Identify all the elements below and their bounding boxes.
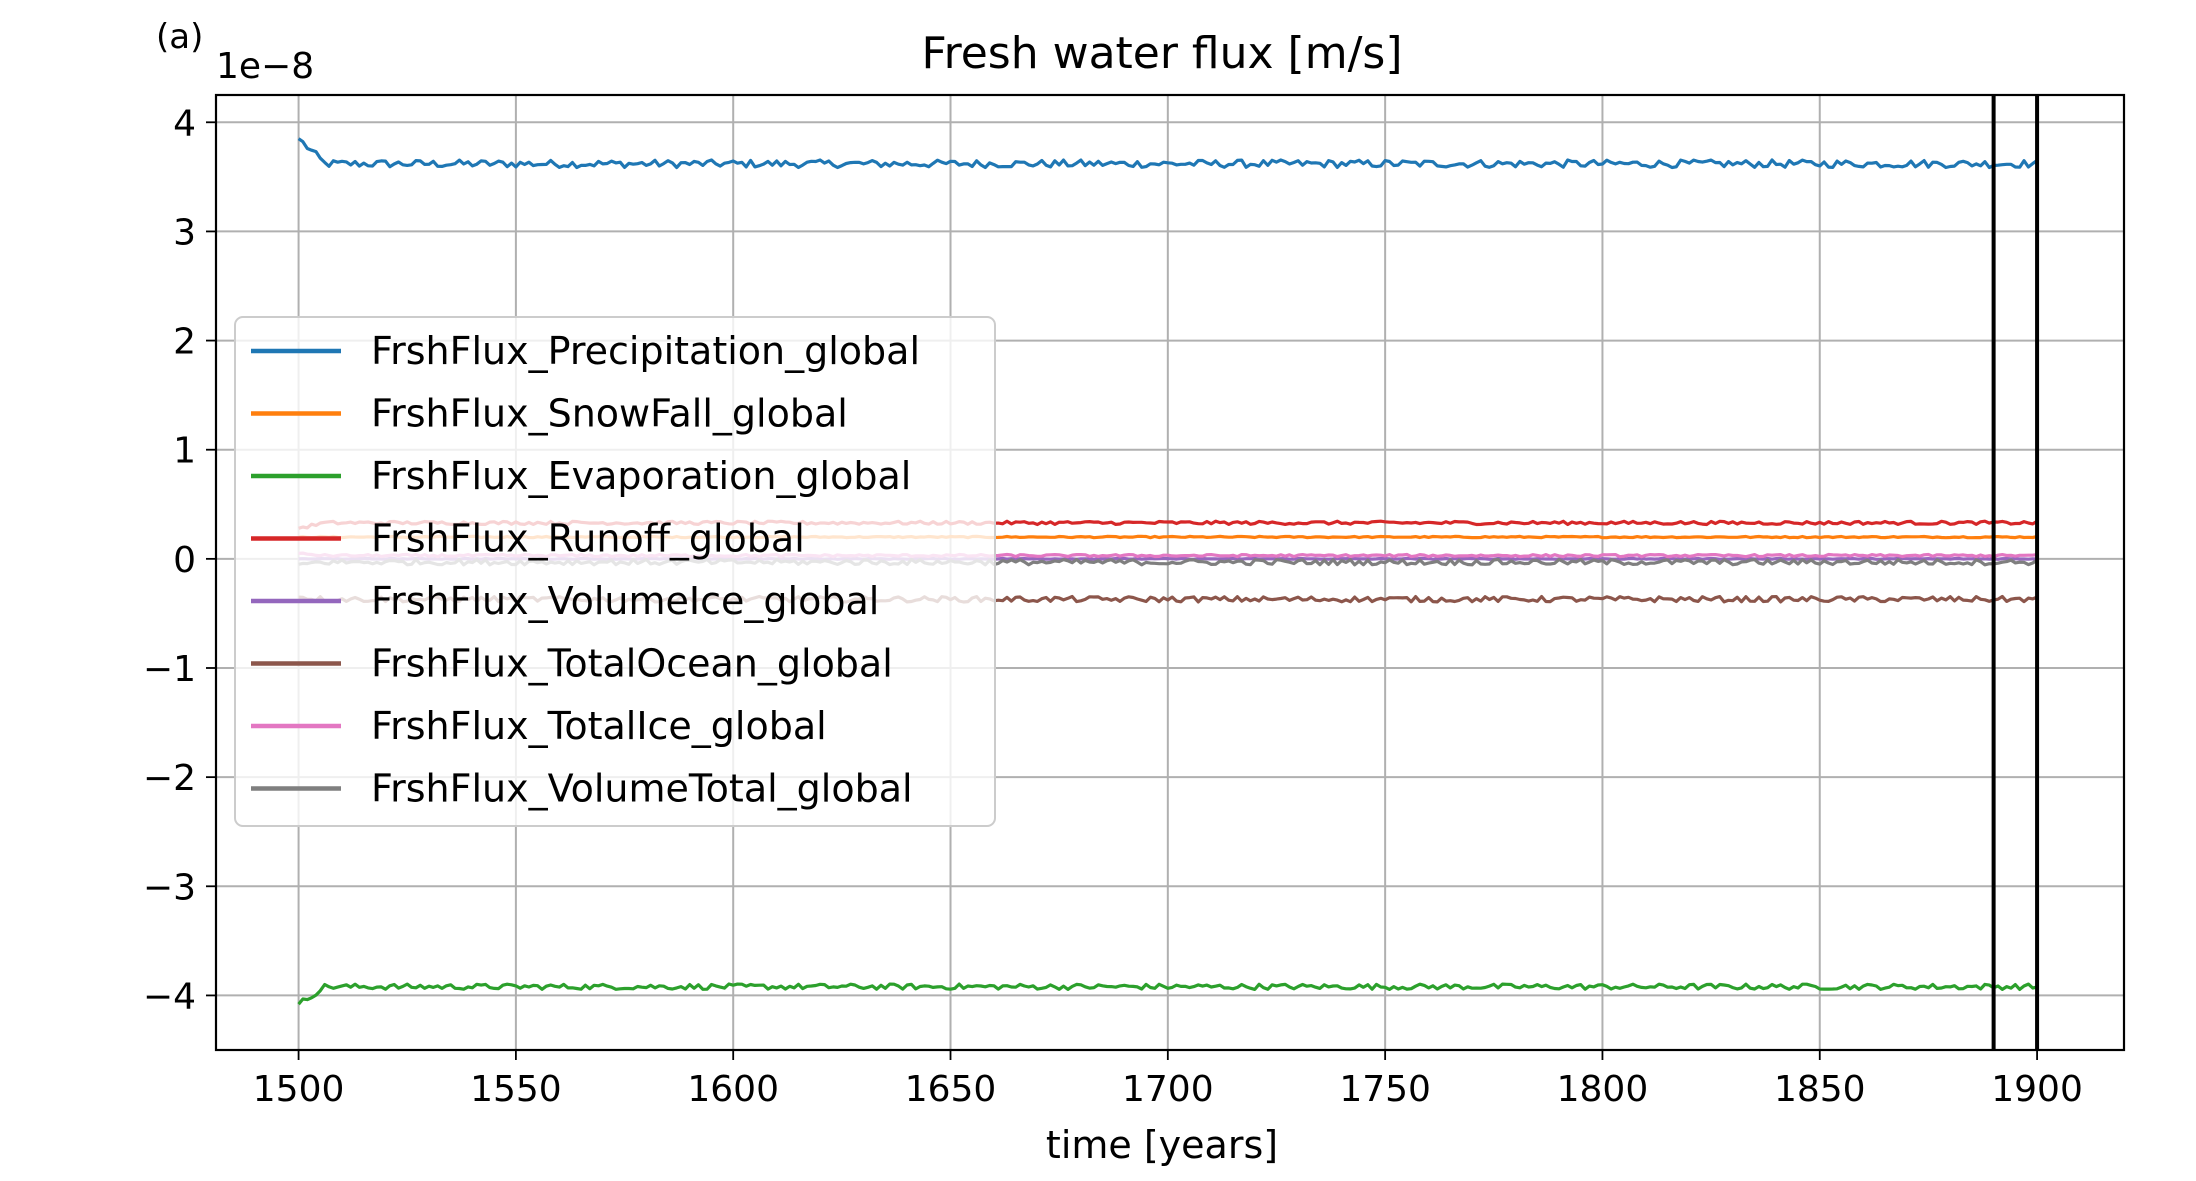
y-tick-label: −2 xyxy=(143,758,196,799)
legend-label: FrshFlux_VolumeTotal_global xyxy=(371,767,913,811)
x-tick-label: 1750 xyxy=(1339,1069,1431,1110)
y-tick-label: 1 xyxy=(173,431,196,472)
plot-frame xyxy=(214,93,2126,1052)
x-tick-label: 1850 xyxy=(1774,1069,1866,1110)
legend-label: FrshFlux_Precipitation_global xyxy=(371,329,920,373)
y-tick-label: −3 xyxy=(143,867,196,908)
y-tick-label: −1 xyxy=(143,649,196,690)
x-tick-label: 1550 xyxy=(470,1069,562,1110)
series-line-FrshFlux_Precipitation_global xyxy=(297,137,2039,170)
y-offset-label: 1e−8 xyxy=(216,46,314,87)
legend-label: FrshFlux_TotalIce_global xyxy=(371,704,827,748)
x-tick-label: 1500 xyxy=(253,1069,345,1110)
legend-label: FrshFlux_TotalOcean_global xyxy=(371,642,893,686)
legend-box xyxy=(234,316,996,827)
legend-label: FrshFlux_SnowFall_global xyxy=(371,392,848,436)
y-tick-label: −4 xyxy=(143,976,196,1017)
x-tick-label: 1700 xyxy=(1122,1069,1214,1110)
legend-label: FrshFlux_VolumeIce_global xyxy=(371,579,879,623)
legend: FrshFlux_Precipitation_global FrshFlux_Sn… xyxy=(234,316,996,827)
y-tick-label: 0 xyxy=(173,540,196,581)
y-tick-label: 3 xyxy=(173,212,196,253)
chart-title: Fresh water flux [m/s] xyxy=(921,28,1402,79)
vertical-marker-lines xyxy=(1991,95,2040,1050)
series-line-FrshFlux_Evaporation_global xyxy=(297,982,2038,1006)
axis-ticks: 1500 1550 1600 1650 1700 1750 1800 1850 1900 4 3 2 1… xyxy=(143,103,2083,1110)
legend-items: FrshFlux_Precipitation_global FrshFlux_Sn… xyxy=(251,329,920,811)
y-tick-label: 4 xyxy=(173,103,196,144)
x-tick-label: 1600 xyxy=(687,1069,779,1110)
legend-label: FrshFlux_Evaporation_global xyxy=(371,454,911,498)
panel-label: (a) xyxy=(156,17,203,57)
x-tick-label: 1900 xyxy=(1991,1069,2083,1110)
y-tick-label: 2 xyxy=(173,322,196,363)
x-tick-label: 1650 xyxy=(905,1069,997,1110)
legend-label: FrshFlux_Runoff_global xyxy=(371,517,805,561)
x-tick-label: 1800 xyxy=(1557,1069,1649,1110)
x-axis-label: time [years] xyxy=(1046,1123,1278,1167)
